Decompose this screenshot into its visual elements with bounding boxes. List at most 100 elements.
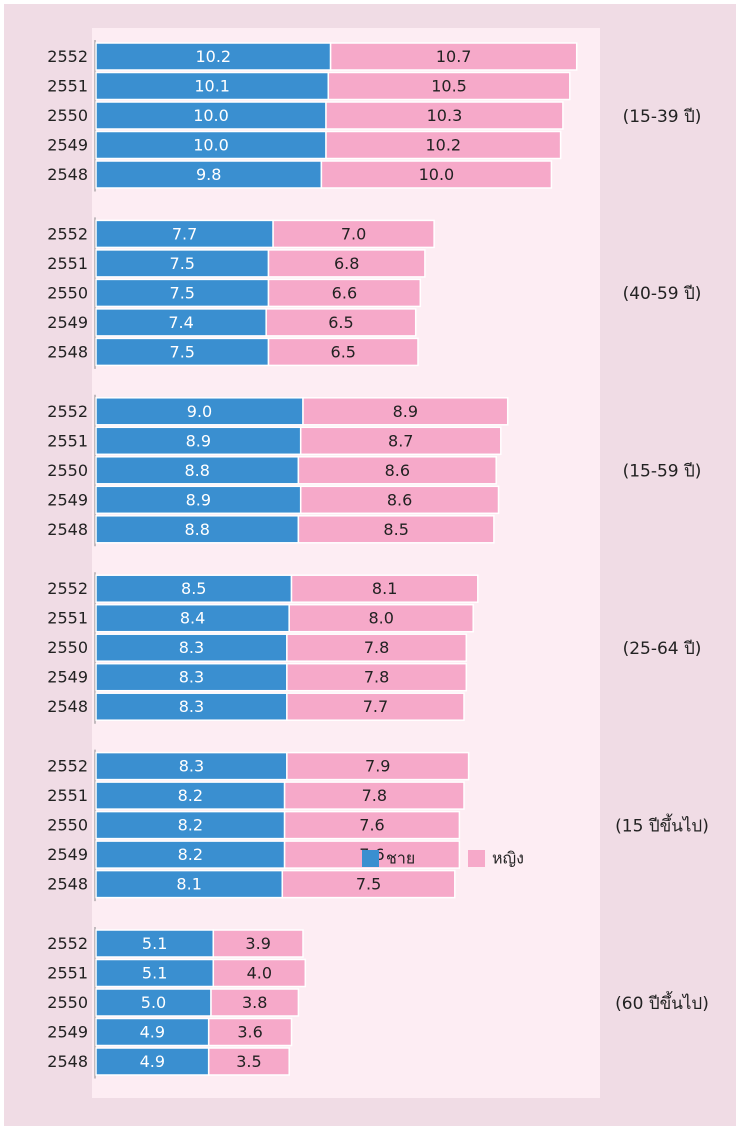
- value-label: 4.9: [140, 1052, 165, 1071]
- value-label: 8.1: [372, 579, 397, 598]
- bar: [95, 958, 215, 988]
- value-label: 8.9: [393, 402, 418, 421]
- bar: [95, 337, 270, 367]
- value-label: 8.3: [179, 668, 204, 687]
- value-label: 8.2: [178, 845, 203, 864]
- bar: [95, 692, 288, 721]
- y-tick-label: 2551: [47, 609, 88, 628]
- value-label: 8.7: [388, 431, 413, 450]
- bar: [95, 781, 286, 810]
- value-label: 10.2: [195, 47, 231, 66]
- y-tick-label: 2552: [47, 579, 88, 598]
- bar: [95, 397, 304, 426]
- group-label: (15-59 ปี): [623, 462, 702, 482]
- y-tick-label: 2549: [47, 313, 88, 332]
- value-label: 4.9: [140, 1023, 165, 1042]
- y-tick-label: 2551: [47, 77, 88, 96]
- bar: [281, 869, 456, 899]
- value-label: 7.7: [363, 697, 388, 716]
- bar: [327, 71, 571, 101]
- value-label: 7.8: [362, 786, 387, 805]
- value-label: 7.5: [170, 342, 195, 361]
- group-label: (15-39 ปี): [623, 107, 702, 127]
- bar: [283, 781, 465, 810]
- value-label: 10.2: [425, 136, 461, 155]
- y-tick-label: 2550: [47, 993, 88, 1012]
- value-label: 6.5: [331, 342, 356, 361]
- value-label: 8.4: [180, 609, 205, 628]
- bar: [95, 426, 302, 456]
- value-label: 8.0: [368, 609, 393, 628]
- bar: [207, 1017, 293, 1047]
- value-label: 3.5: [236, 1052, 261, 1071]
- bar: [95, 485, 302, 515]
- value-label: 10.1: [194, 77, 230, 96]
- value-label: 8.1: [176, 875, 201, 894]
- y-tick-label: 2551: [47, 431, 88, 450]
- y-tick-label: 2549: [47, 668, 88, 687]
- y-tick-label: 2548: [47, 520, 88, 539]
- value-label: 8.3: [179, 697, 204, 716]
- value-label: 10.5: [431, 77, 467, 96]
- bar: [325, 101, 564, 130]
- y-tick-label: 2552: [47, 402, 88, 421]
- value-label: 8.3: [179, 757, 204, 776]
- bar: [329, 42, 578, 71]
- value-label: 3.6: [237, 1023, 262, 1042]
- bar: [95, 929, 215, 958]
- legend-swatch: [362, 850, 379, 867]
- legend-label: ชาย: [386, 849, 415, 868]
- bar: [95, 42, 332, 71]
- bar: [286, 633, 468, 662]
- y-tick-label: 2548: [47, 165, 88, 184]
- bar: [95, 751, 288, 781]
- y-tick-label: 2551: [47, 786, 88, 805]
- bar: [299, 426, 502, 456]
- value-label: 6.6: [332, 283, 357, 302]
- group-label: (15 ปีขึ้นไป): [615, 813, 709, 836]
- value-label: 6.5: [328, 313, 353, 332]
- value-label: 8.2: [178, 816, 203, 835]
- y-tick-label: 2548: [47, 875, 88, 894]
- value-label: 7.4: [168, 313, 193, 332]
- y-tick-label: 2549: [47, 136, 88, 155]
- y-tick-label: 2552: [47, 47, 88, 66]
- value-label: 7.5: [170, 254, 195, 273]
- bar: [286, 751, 470, 781]
- bar: [286, 692, 465, 721]
- y-tick-label: 2550: [47, 638, 88, 657]
- group-label: (60 ปีขึ้นไป): [615, 991, 709, 1014]
- value-label: 9.0: [187, 402, 212, 421]
- value-label: 7.6: [359, 816, 384, 835]
- bar: [95, 603, 290, 633]
- legend-label: หญิง: [492, 849, 524, 868]
- y-tick-label: 2551: [47, 254, 88, 273]
- value-label: 10.7: [436, 47, 472, 66]
- bar: [207, 1047, 290, 1076]
- bar: [267, 337, 419, 367]
- y-tick-label: 2552: [47, 934, 88, 953]
- bar: [212, 958, 307, 988]
- value-label: 10.0: [193, 106, 229, 125]
- y-tick-label: 2550: [47, 283, 88, 302]
- value-label: 4.0: [247, 964, 272, 983]
- bar: [95, 308, 267, 337]
- value-label: 8.3: [179, 638, 204, 657]
- value-label: 8.9: [186, 490, 211, 509]
- bar: [267, 249, 426, 278]
- y-tick-label: 2548: [47, 697, 88, 716]
- bar: [95, 456, 300, 485]
- y-tick-label: 2550: [47, 461, 88, 480]
- value-label: 7.0: [341, 224, 366, 243]
- bar: [267, 278, 422, 308]
- bar: [320, 160, 553, 189]
- bar: [95, 219, 274, 249]
- y-tick-label: 2549: [47, 845, 88, 864]
- value-label: 7.5: [170, 283, 195, 302]
- value-label: 5.0: [141, 993, 166, 1012]
- bar: [325, 130, 562, 160]
- value-label: 3.8: [242, 993, 267, 1012]
- bar: [95, 869, 284, 899]
- value-label: 8.9: [186, 431, 211, 450]
- value-label: 5.1: [142, 934, 167, 953]
